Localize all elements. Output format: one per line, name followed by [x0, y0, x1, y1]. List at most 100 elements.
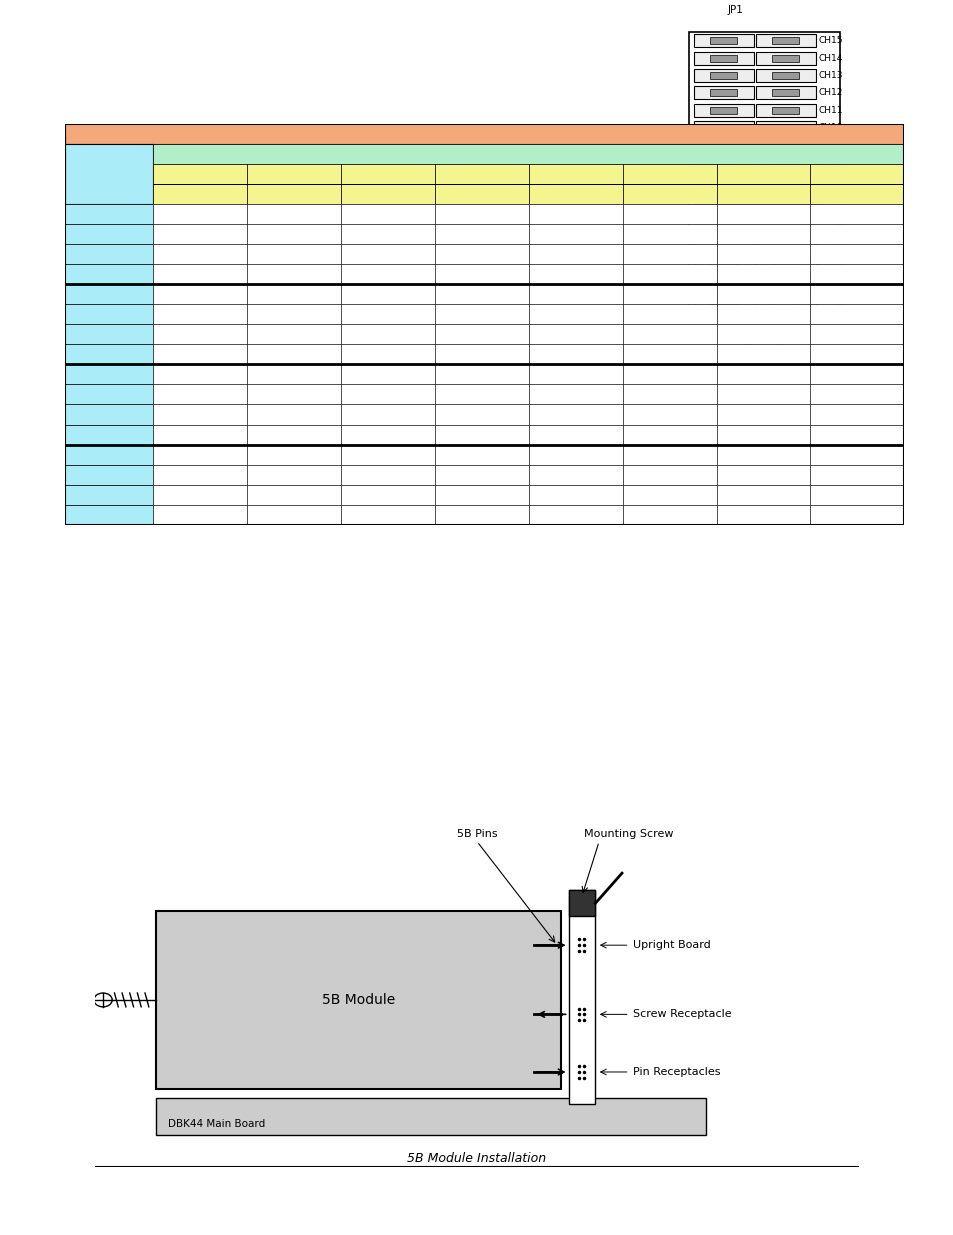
- Bar: [152, 264, 247, 284]
- Bar: [435, 284, 528, 304]
- Bar: [435, 484, 528, 505]
- Bar: [622, 505, 716, 525]
- Bar: [709, 89, 737, 96]
- Bar: [152, 364, 247, 384]
- Bar: [709, 37, 737, 44]
- Bar: [65, 445, 152, 464]
- Bar: [152, 204, 247, 224]
- Bar: [709, 177, 737, 183]
- Bar: [247, 264, 340, 284]
- Bar: [755, 225, 815, 238]
- Bar: [247, 384, 340, 405]
- Bar: [65, 245, 152, 264]
- Bar: [340, 425, 435, 445]
- Text: CH0: CH0: [817, 296, 836, 305]
- Bar: [810, 325, 903, 345]
- Bar: [152, 464, 247, 484]
- Bar: [340, 224, 435, 245]
- Bar: [622, 484, 716, 505]
- Bar: [755, 69, 815, 82]
- Bar: [65, 405, 152, 425]
- Bar: [65, 364, 152, 384]
- Bar: [528, 384, 622, 405]
- Bar: [528, 464, 622, 484]
- Bar: [528, 484, 622, 505]
- Bar: [709, 194, 737, 200]
- Bar: [622, 284, 716, 304]
- Bar: [340, 245, 435, 264]
- Text: Upright Board: Upright Board: [633, 940, 710, 950]
- Bar: [772, 177, 799, 183]
- Bar: [709, 211, 737, 217]
- Bar: [247, 464, 340, 484]
- Bar: [693, 69, 753, 82]
- Bar: [152, 184, 247, 204]
- Bar: [435, 405, 528, 425]
- Bar: [622, 464, 716, 484]
- Bar: [156, 1098, 705, 1135]
- Bar: [709, 124, 737, 131]
- Bar: [622, 425, 716, 445]
- Bar: [247, 164, 340, 184]
- Bar: [528, 345, 622, 364]
- Bar: [755, 207, 815, 221]
- Text: CH6: CH6: [817, 193, 836, 201]
- Bar: [810, 364, 903, 384]
- Bar: [152, 345, 247, 364]
- Bar: [340, 264, 435, 284]
- Bar: [340, 484, 435, 505]
- Bar: [247, 204, 340, 224]
- Bar: [810, 345, 903, 364]
- Bar: [810, 484, 903, 505]
- Bar: [528, 445, 622, 464]
- Bar: [152, 425, 247, 445]
- Bar: [528, 245, 622, 264]
- Bar: [435, 264, 528, 284]
- Bar: [755, 259, 815, 273]
- Bar: [152, 484, 247, 505]
- Bar: [528, 164, 622, 184]
- Text: CH1: CH1: [817, 279, 836, 288]
- Text: Mounting Screw: Mounting Screw: [583, 829, 673, 839]
- Bar: [247, 184, 340, 204]
- Bar: [528, 405, 622, 425]
- Text: Channel: Channel: [743, 343, 780, 352]
- Bar: [528, 224, 622, 245]
- Bar: [247, 304, 340, 325]
- Bar: [810, 284, 903, 304]
- Text: CH13: CH13: [817, 72, 841, 80]
- Bar: [755, 138, 815, 152]
- Bar: [772, 72, 799, 79]
- Bar: [247, 484, 340, 505]
- Text: Pin Receptacles: Pin Receptacles: [633, 1067, 720, 1077]
- Bar: [693, 156, 753, 169]
- Bar: [435, 425, 528, 445]
- Bar: [65, 204, 152, 224]
- Bar: [435, 345, 528, 364]
- Bar: [247, 245, 340, 264]
- Text: Screw Receptacle: Screw Receptacle: [633, 1009, 731, 1019]
- Bar: [688, 32, 839, 319]
- Bar: [622, 364, 716, 384]
- Bar: [622, 445, 716, 464]
- Bar: [709, 280, 737, 288]
- Bar: [152, 143, 903, 164]
- Bar: [772, 298, 799, 305]
- Bar: [435, 304, 528, 325]
- Text: CH15: CH15: [817, 36, 841, 46]
- Bar: [772, 159, 799, 165]
- Bar: [340, 445, 435, 464]
- Bar: [709, 141, 737, 148]
- Bar: [709, 228, 737, 236]
- Bar: [772, 106, 799, 114]
- Bar: [152, 384, 247, 405]
- Bar: [528, 304, 622, 325]
- Text: Configuration: Configuration: [731, 358, 792, 367]
- Bar: [810, 184, 903, 204]
- Bar: [716, 425, 810, 445]
- Text: 5B Module: 5B Module: [322, 993, 395, 1007]
- Bar: [65, 384, 152, 405]
- Bar: [622, 264, 716, 284]
- Bar: [65, 264, 152, 284]
- Bar: [716, 224, 810, 245]
